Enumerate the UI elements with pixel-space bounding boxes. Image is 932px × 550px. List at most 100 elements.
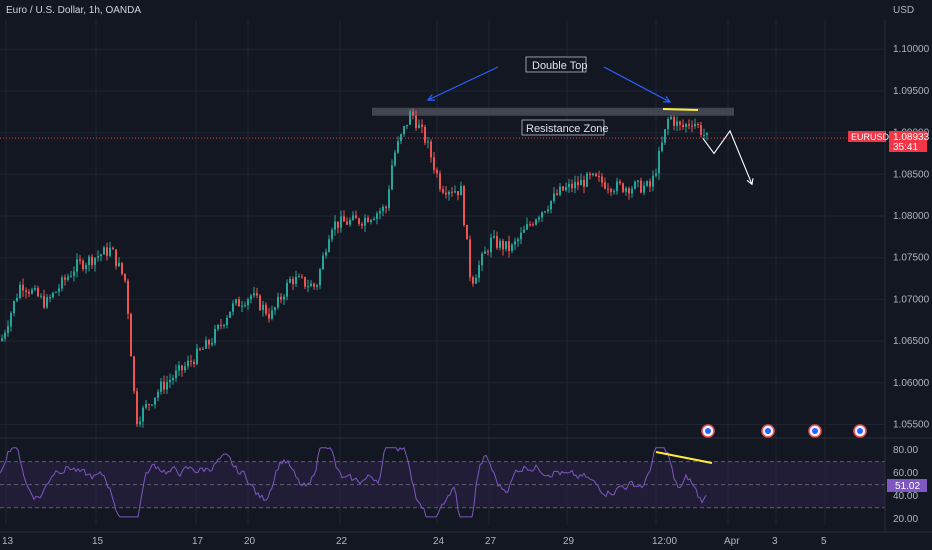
candle-up bbox=[154, 397, 156, 409]
candle-up bbox=[481, 251, 483, 272]
candle-down bbox=[148, 403, 150, 411]
candle-down bbox=[346, 217, 348, 226]
candle-body bbox=[292, 278, 294, 284]
candle-body bbox=[661, 142, 663, 152]
time-tick-label: 12:00 bbox=[652, 536, 677, 547]
candle-down bbox=[268, 307, 270, 323]
candle-up bbox=[100, 253, 102, 262]
candle-up bbox=[655, 168, 657, 178]
candle-body bbox=[553, 193, 555, 201]
candle-body bbox=[442, 189, 444, 193]
candle-down bbox=[697, 122, 699, 128]
candle-down bbox=[112, 246, 114, 250]
candle-body bbox=[706, 132, 708, 135]
candle-down bbox=[679, 120, 681, 131]
candle-body bbox=[328, 239, 330, 252]
candle-up bbox=[247, 297, 249, 311]
candle-down bbox=[502, 238, 504, 256]
candle-body bbox=[52, 292, 54, 298]
candle-down bbox=[601, 172, 603, 188]
candle-down bbox=[43, 289, 45, 310]
candle-up bbox=[382, 204, 384, 217]
time-tick-label: Apr bbox=[724, 536, 740, 547]
candle-body bbox=[280, 296, 282, 300]
candle-up bbox=[652, 170, 654, 192]
candle-body bbox=[304, 277, 306, 287]
candle-up bbox=[616, 177, 618, 195]
rsi-tick-label: 80.00 bbox=[893, 445, 918, 456]
event-flag-icon[interactable] bbox=[761, 424, 775, 438]
currency-label: USD bbox=[893, 5, 914, 16]
candle-body bbox=[136, 391, 138, 425]
candle-body bbox=[646, 181, 648, 186]
candle-up bbox=[319, 267, 321, 290]
candle-body bbox=[532, 224, 534, 226]
candle-body bbox=[601, 176, 603, 183]
candle-up bbox=[271, 305, 273, 321]
candle-body bbox=[178, 365, 180, 371]
candle-down bbox=[259, 294, 261, 312]
candle-body bbox=[421, 124, 423, 127]
candle-up bbox=[547, 205, 549, 214]
candle-down bbox=[682, 119, 684, 130]
double-top-label-box[interactable] bbox=[525, 56, 587, 73]
candle-body bbox=[433, 157, 435, 170]
candle-body bbox=[79, 259, 81, 261]
candle-body bbox=[106, 247, 108, 256]
candle-up bbox=[1, 334, 3, 342]
candle-body bbox=[664, 129, 666, 143]
price-tick-label: 1.06500 bbox=[893, 336, 930, 347]
event-flag-icon[interactable] bbox=[853, 424, 867, 438]
candle-body bbox=[34, 287, 36, 290]
candle-down bbox=[583, 175, 585, 194]
candle-down bbox=[640, 177, 642, 194]
candle-body bbox=[289, 278, 291, 283]
event-flag-icon[interactable] bbox=[701, 424, 715, 438]
resistance-zone-label-box[interactable] bbox=[521, 119, 605, 136]
candle-body bbox=[145, 404, 147, 408]
candle-up bbox=[172, 374, 174, 385]
time-tick-label: 22 bbox=[336, 536, 348, 547]
candle-body bbox=[157, 391, 159, 398]
candle-body bbox=[415, 115, 417, 128]
candle-body bbox=[220, 325, 222, 327]
candle-up bbox=[349, 217, 351, 227]
candle-body bbox=[337, 221, 339, 228]
candle-body bbox=[118, 262, 120, 267]
candle-body bbox=[235, 299, 237, 304]
candle-down bbox=[385, 205, 387, 214]
candle-body bbox=[613, 191, 615, 193]
rsi-tick-label: 20.00 bbox=[893, 514, 918, 525]
candle-up bbox=[274, 306, 276, 316]
candle-down bbox=[589, 171, 591, 180]
candle-body bbox=[700, 124, 702, 135]
rsi-pane[interactable] bbox=[0, 446, 885, 518]
candle-body bbox=[694, 123, 696, 127]
candle-body bbox=[373, 218, 375, 220]
candle-down bbox=[529, 221, 531, 227]
candle-body bbox=[586, 173, 588, 187]
candle-down bbox=[424, 124, 426, 146]
candle-body bbox=[253, 293, 255, 296]
annotations[interactable] bbox=[426, 66, 867, 464]
candle-up bbox=[7, 320, 9, 337]
candle-down bbox=[607, 183, 609, 194]
candle-body bbox=[256, 293, 258, 296]
candle-body bbox=[667, 119, 669, 130]
candle-body bbox=[46, 297, 48, 308]
candle-down bbox=[508, 235, 510, 258]
candle-up bbox=[289, 276, 291, 284]
candle-down bbox=[220, 319, 222, 330]
candle-body bbox=[568, 183, 570, 188]
candle-body bbox=[427, 141, 429, 143]
candle-body bbox=[391, 165, 393, 190]
candle-up bbox=[97, 250, 99, 262]
candle-up bbox=[685, 122, 687, 133]
candle-body bbox=[682, 124, 684, 127]
candles[interactable] bbox=[1, 108, 708, 428]
event-flag-icon[interactable] bbox=[808, 424, 822, 438]
candle-body bbox=[232, 303, 234, 312]
candle-body bbox=[166, 381, 168, 390]
